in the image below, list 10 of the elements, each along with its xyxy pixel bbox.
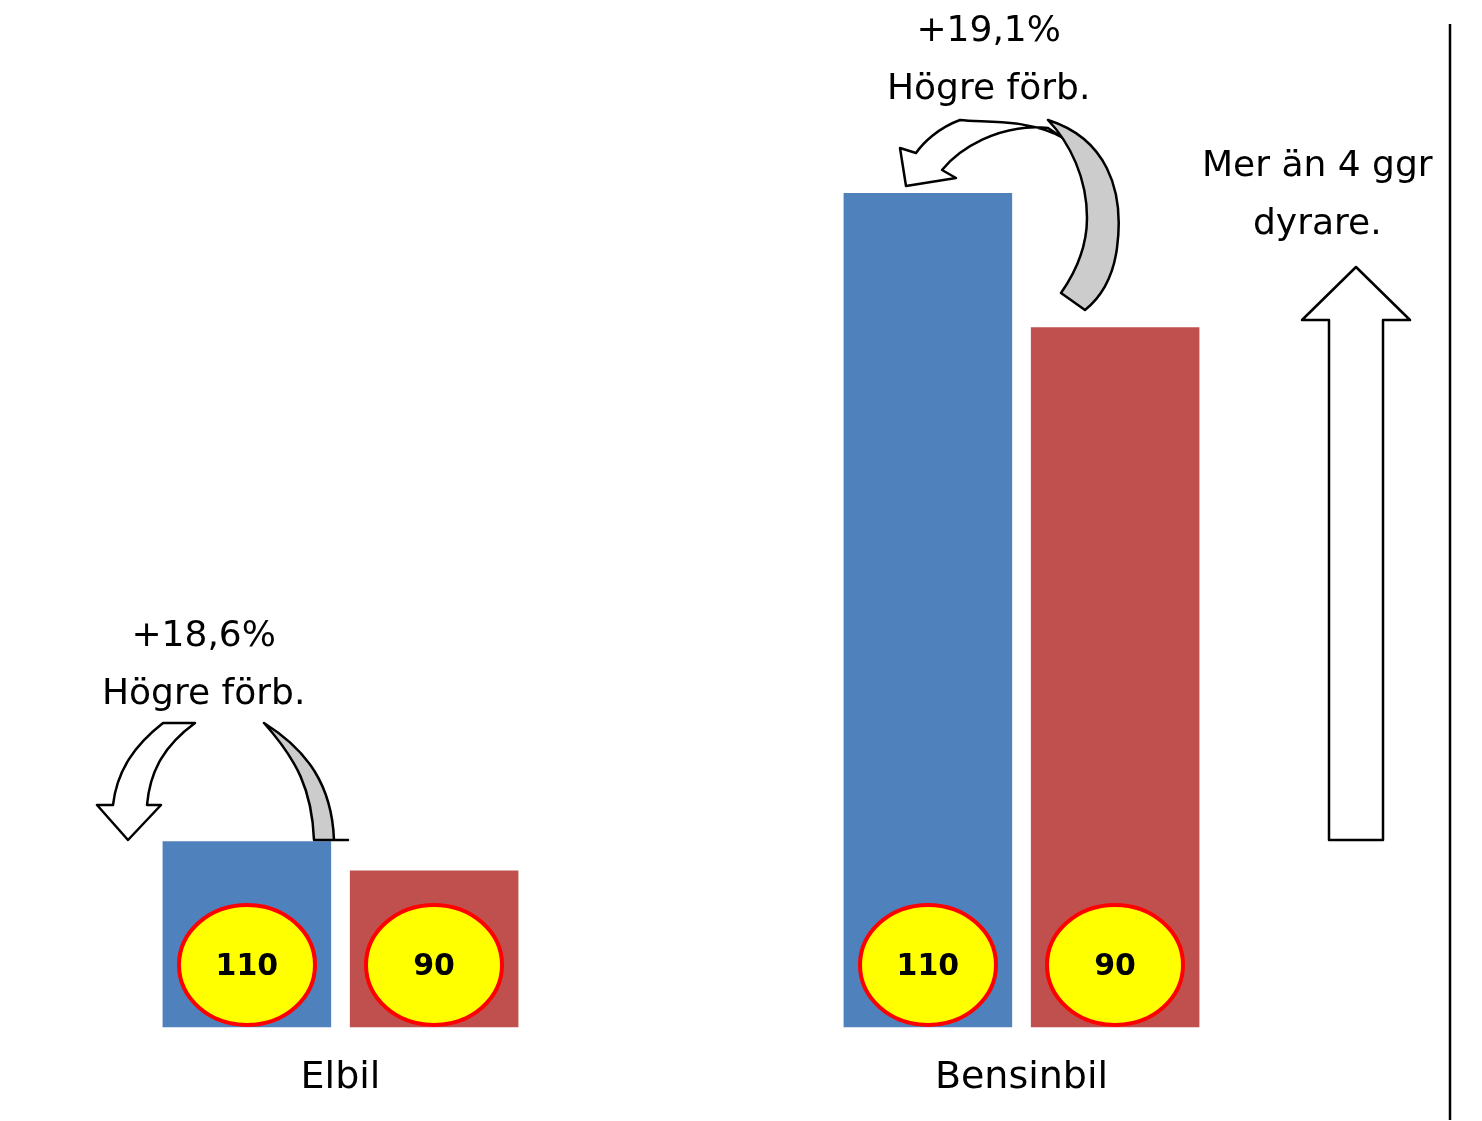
- bar: [843, 192, 1013, 1028]
- annotation: 90: [1093, 947, 1137, 984]
- annotation: 110: [214, 947, 280, 984]
- x-tick-label: Elbil: [300, 1053, 381, 1098]
- annotation: +18,6% Högre förb.: [90, 605, 318, 721]
- annotation: 90: [412, 947, 456, 984]
- annotation: Mer än 4 ggr dyrare.: [1190, 135, 1445, 251]
- text: +19,1% Högre förb.: [875, 0, 1103, 116]
- annotation: 110: [895, 947, 961, 984]
- x-tick-label: Bensinbil: [934, 1053, 1109, 1098]
